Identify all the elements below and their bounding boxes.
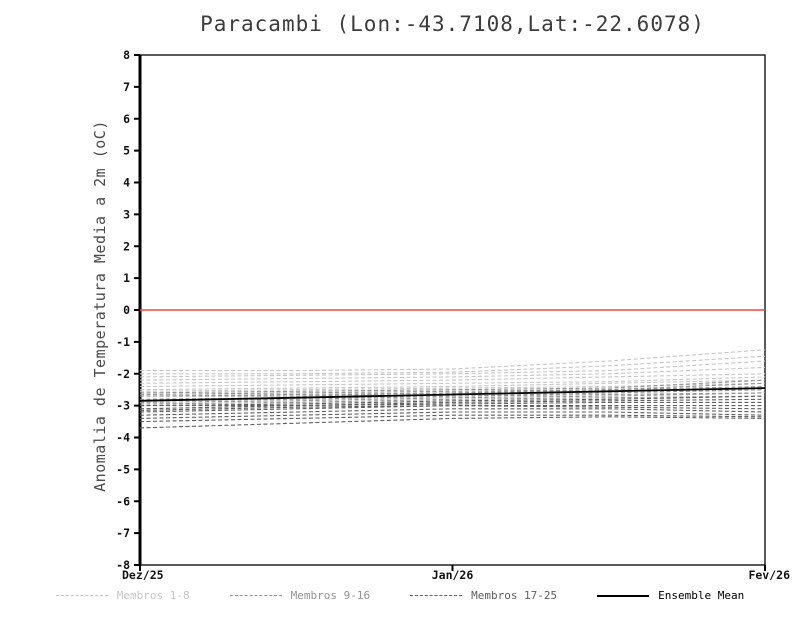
ensemble-member-line — [139, 360, 766, 378]
legend: Membros 1-8 Membros 9-16 Membros 17-25 E… — [0, 589, 800, 602]
x-tick-label: Dez/25 — [122, 568, 164, 582]
y-tick-label: -8 — [116, 558, 130, 572]
ensemble-member-line — [139, 408, 766, 416]
ensemble-member-line — [139, 411, 766, 419]
y-tick-label: 3 — [123, 207, 130, 221]
legend-line-sample-membros-9-16 — [229, 595, 282, 596]
legend-label-ensemble-mean: Ensemble Mean — [658, 589, 745, 602]
y-tick-label: -2 — [116, 367, 130, 381]
y-tick-label: -1 — [116, 335, 130, 349]
y-tick-label: -3 — [116, 399, 130, 413]
ensemble-member-line — [139, 385, 766, 396]
y-tick-label: 7 — [123, 80, 130, 94]
x-tick-label: Fev/26 — [748, 568, 790, 582]
y-tick-label: 4 — [123, 176, 130, 190]
legend-label-membros-17-25: Membros 17-25 — [471, 589, 558, 602]
legend-entry-ensemble-mean: Ensemble Mean — [597, 589, 744, 602]
ensemble-member-line — [140, 349, 766, 372]
ensemble-mean-line — [139, 387, 766, 402]
y-tick-label: -7 — [116, 526, 130, 540]
ensemble-member-line — [139, 366, 766, 381]
y-tick-label: 6 — [123, 112, 130, 126]
y-tick-label: 5 — [123, 144, 130, 158]
legend-line-sample-membros-17-25 — [410, 595, 463, 596]
ensemble-member-line — [139, 405, 766, 413]
ensemble-member-line — [139, 414, 766, 423]
ensemble-member-line — [139, 379, 766, 394]
ensemble-member-line — [140, 355, 766, 375]
ensemble-member-line — [139, 401, 765, 410]
ensemble-member-line — [139, 392, 766, 403]
legend-entry-membros-9-16: Membros 9-16 — [229, 589, 371, 602]
ensemble-member-line — [139, 395, 766, 405]
ensemble-member-line — [140, 398, 766, 407]
ensemble-member-line — [139, 373, 766, 384]
y-tick-label: 1 — [123, 271, 130, 285]
legend-line-sample-membros-1-8 — [55, 595, 108, 596]
ensemble-member-line — [139, 379, 766, 391]
legend-label-membros-9-16: Membros 9-16 — [290, 589, 371, 602]
legend-entry-membros-17-25: Membros 17-25 — [410, 589, 557, 602]
legend-line-sample-ensemble-mean — [597, 594, 650, 597]
ensemble-member-line — [139, 395, 766, 407]
y-tick-label: -5 — [116, 462, 130, 476]
y-tick-label: 8 — [123, 48, 130, 62]
ensemble-member-line — [139, 392, 766, 402]
ensemble-member-line — [139, 376, 766, 388]
x-tick-label: Jan/26 — [432, 568, 474, 582]
chart-title: Paracambi (Lon:-43.7108,Lat:-22.6078) — [200, 12, 705, 36]
y-tick-label: 0 — [123, 303, 130, 317]
legend-entry-membros-1-8: Membros 1-8 — [55, 589, 190, 602]
y-tick-label: -4 — [116, 431, 130, 445]
ensemble-member-line — [139, 416, 766, 429]
y-tick-label: 2 — [123, 239, 130, 253]
legend-label-membros-1-8: Membros 1-8 — [116, 589, 190, 602]
y-tick-label: -6 — [116, 494, 130, 508]
